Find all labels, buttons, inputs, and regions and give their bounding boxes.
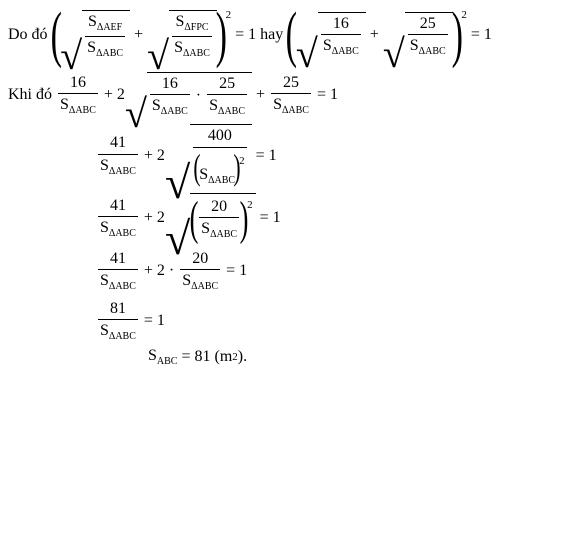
equation-line-4: 41 SΔABC + 2 √ ( 20 SΔABC ) 2 = 1 — [96, 193, 559, 243]
eq-1a: = 1 — [231, 26, 256, 44]
eq-1b: = 1 — [467, 26, 492, 44]
sqrt-7: √ ( 20 SΔABC ) 2 — [165, 193, 256, 243]
exponent-2: 2 — [226, 9, 232, 21]
equation-line-7: SABC = 81 (m2). — [148, 347, 559, 367]
equation-line-6: 81 SΔABC = 1 — [96, 299, 559, 343]
frac-16: 16 SΔABC — [58, 73, 98, 117]
sqrt-4: √ 25 SΔABC — [383, 12, 453, 58]
sqrt-2: √ SΔFPC SΔABC — [147, 10, 217, 59]
exponent-2b: 2 — [461, 9, 467, 21]
equation-line-1: Do đó ( √ SΔAEF SΔABC + √ SΔFPC SΔABC ) … — [8, 4, 559, 66]
equation-line-3: 41 SΔABC + 2 √ 400 (SΔABC)2 = 1 — [96, 124, 559, 186]
lparen-icon: ( — [50, 4, 61, 66]
text-hay: hay — [256, 26, 287, 44]
text-do-do: Do đó — [8, 26, 52, 44]
equation-line-2: Khi đó 16 SΔABC + 2 √ 16 SΔABC · 25 SΔAB… — [8, 72, 559, 118]
sqrt-3: √ 16 SΔABC — [296, 12, 366, 58]
plus-1: + — [130, 26, 147, 44]
sqrt-1: √ SΔAEF SΔABC — [60, 10, 130, 59]
text-khi-do: Khi đó — [8, 86, 56, 104]
lparen-icon-2: ( — [286, 4, 297, 66]
sqrt-6: √ 400 (SΔABC)2 — [165, 124, 252, 186]
frac-25: 25 SΔABC — [271, 73, 311, 117]
s-abc-result: SABC — [148, 347, 177, 367]
sqrt-5: √ 16 SΔABC · 25 SΔABC — [125, 72, 252, 118]
